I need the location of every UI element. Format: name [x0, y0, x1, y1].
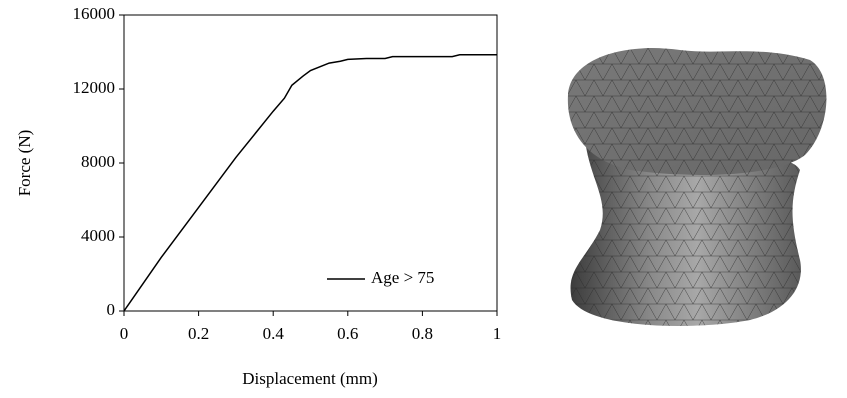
figure: Displacement (mm) Force (N) 0 4000 8000 120…: [0, 0, 847, 398]
y-tick-label: 0: [107, 300, 116, 319]
series-line: [124, 55, 497, 311]
x-tick-label: 0.2: [188, 324, 209, 343]
y-tick-label: 4000: [81, 226, 115, 245]
x-tick-label: 0.4: [263, 324, 285, 343]
x-tick-label: 0.8: [412, 324, 433, 343]
y-tick-label: 8000: [81, 152, 115, 171]
plot-frame: [124, 15, 497, 311]
x-tick-label: 0.6: [337, 324, 358, 343]
y-tick-label: 12000: [73, 78, 116, 97]
y-axis-label: Force (N): [15, 130, 34, 197]
vertebra-mesh: [568, 48, 827, 326]
x-axis-label: Displacement (mm): [242, 369, 378, 388]
x-tick-label: 1: [493, 324, 502, 343]
legend-label: Age > 75: [371, 268, 434, 287]
y-tick-label: 16000: [73, 4, 116, 23]
x-tick-label: 0: [120, 324, 129, 343]
